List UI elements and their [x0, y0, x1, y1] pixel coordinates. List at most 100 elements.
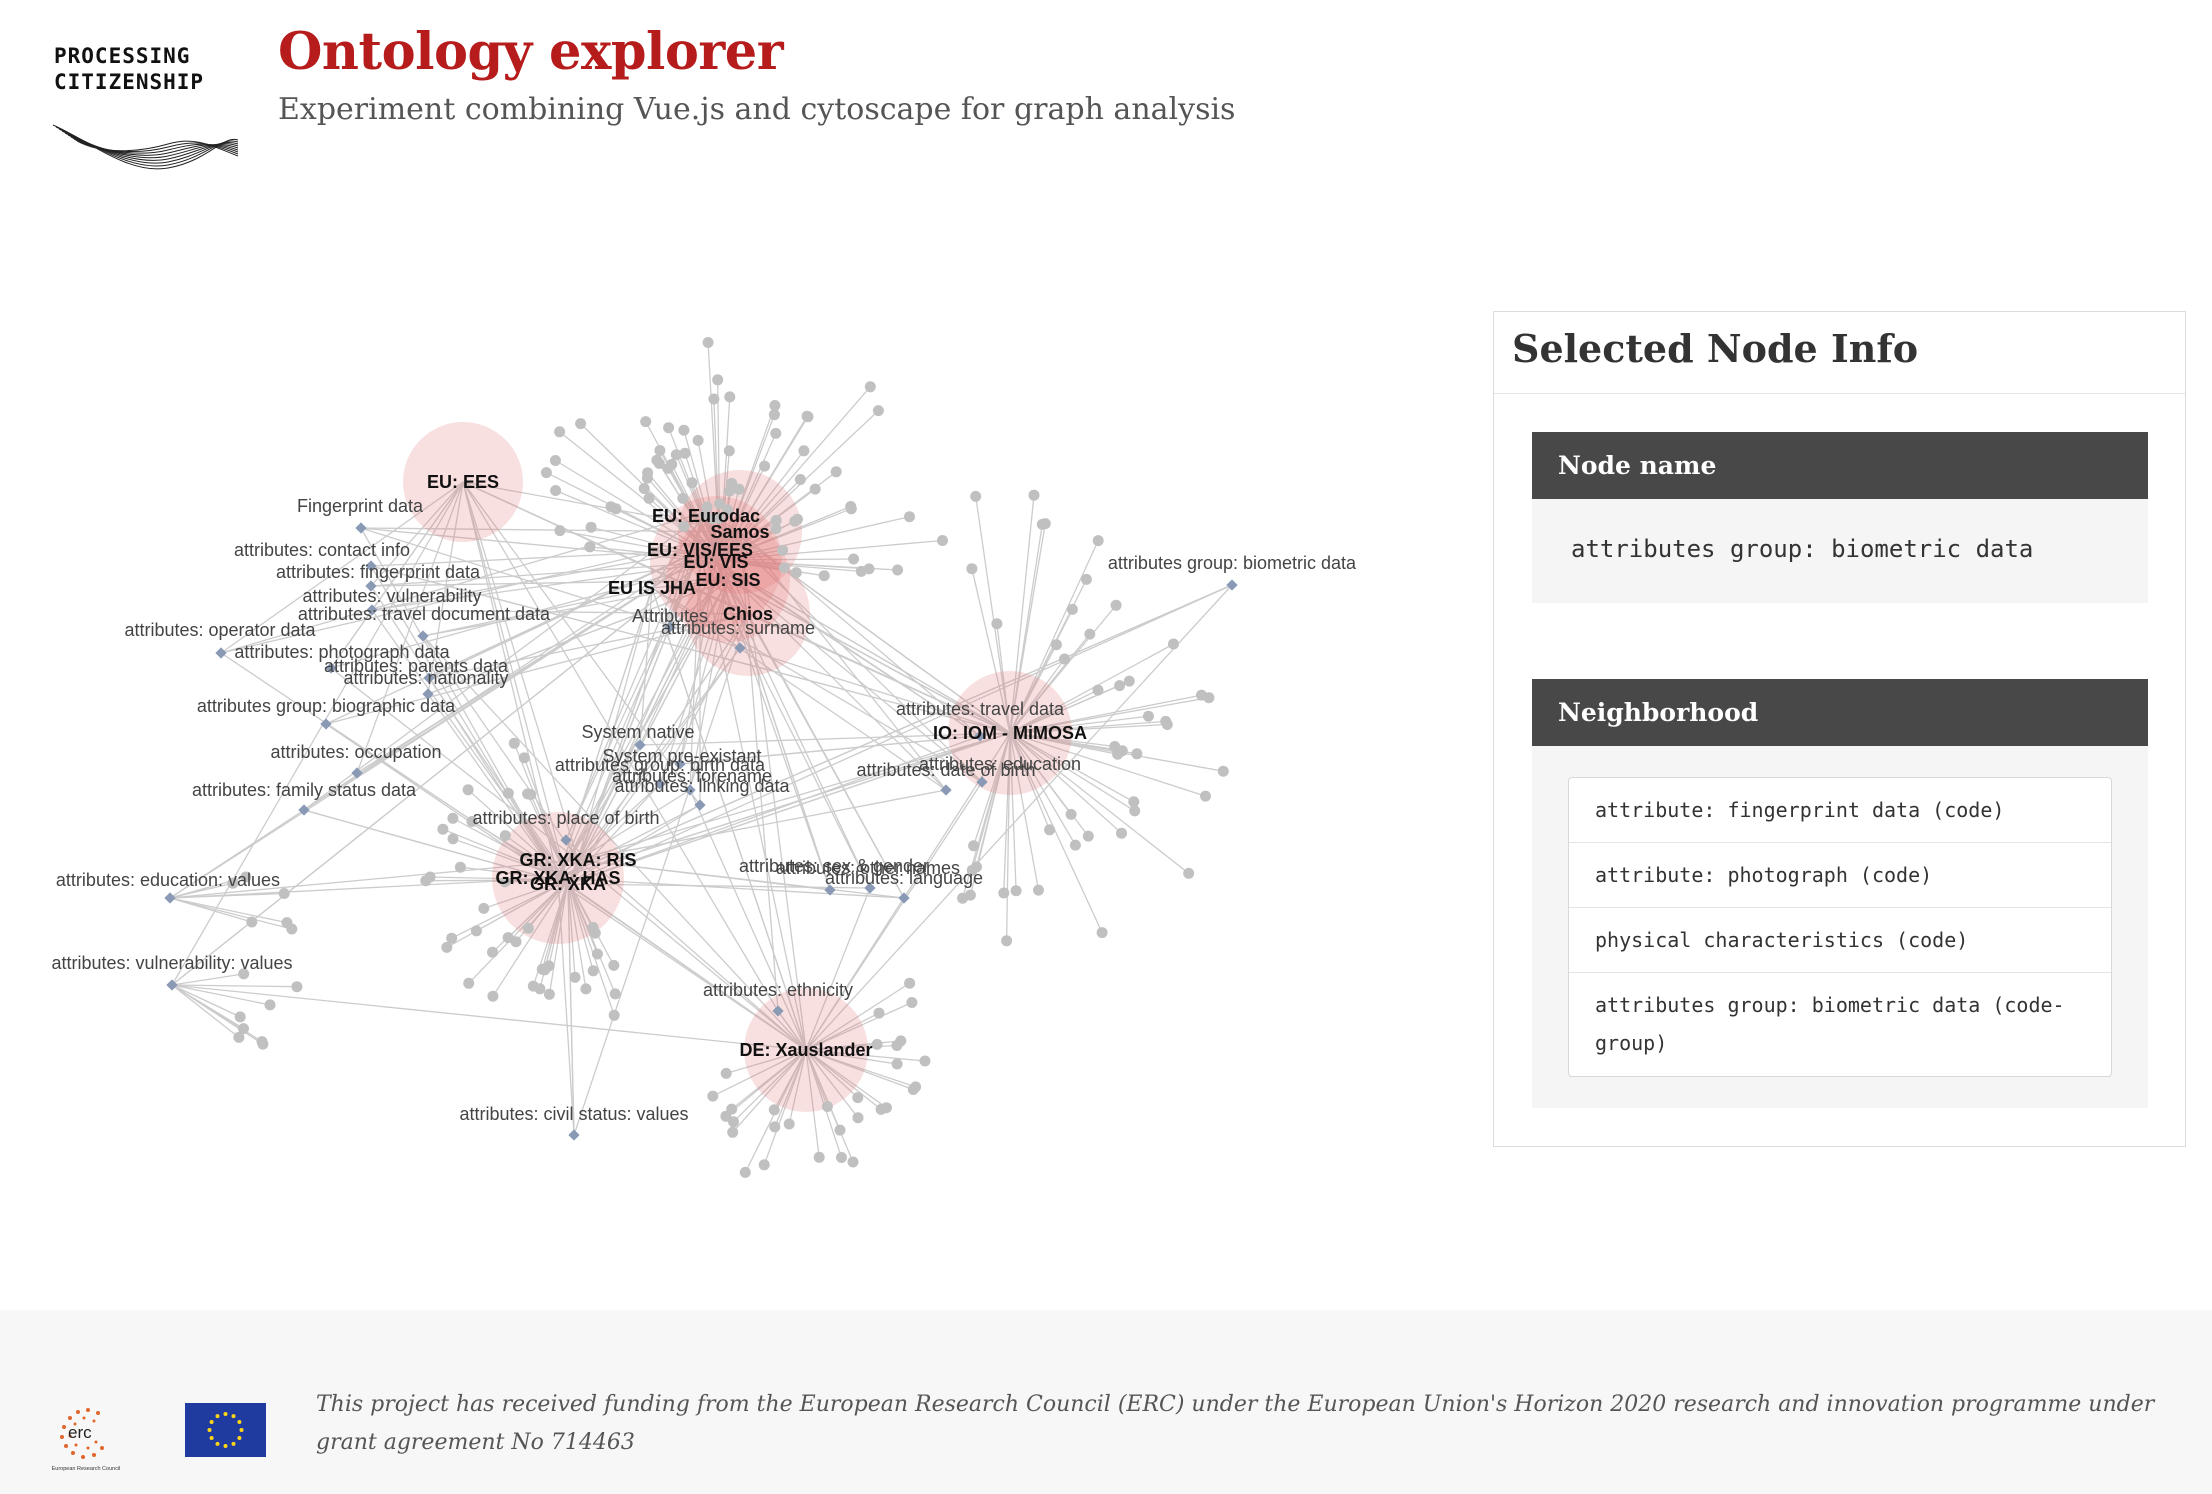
graph-leaf-node[interactable]	[1028, 489, 1040, 501]
graph-leaf-node[interactable]	[670, 449, 682, 461]
graph-leaf-node[interactable]	[769, 400, 781, 411]
graph-leaf-node[interactable]	[1059, 653, 1070, 665]
graph-attribute-node[interactable]	[674, 758, 686, 770]
graph-leaf-node[interactable]	[720, 1067, 732, 1079]
graph-leaf-node[interactable]	[852, 1092, 864, 1104]
graph-hub-label[interactable]: EU: VIS	[683, 552, 748, 572]
graph-attribute-node[interactable]	[560, 834, 572, 846]
graph-leaf-node[interactable]	[699, 509, 711, 521]
graph-attribute-node[interactable]	[684, 784, 696, 796]
graph-attribute-label[interactable]: attributes: civil status: values	[459, 1104, 688, 1124]
graph-leaf-node[interactable]	[441, 941, 453, 953]
graph-attribute-node[interactable]	[423, 672, 435, 684]
graph-leaf-node[interactable]	[872, 405, 884, 417]
graph-leaf-node[interactable]	[723, 445, 735, 457]
graph-attribute-label[interactable]: attributes: forename	[612, 766, 772, 786]
graph-attribute-label[interactable]: attributes: sex & gender	[739, 856, 929, 876]
graph-leaf-node[interactable]	[487, 990, 499, 1002]
graph-leaf-node[interactable]	[437, 823, 449, 835]
graph-attribute-node[interactable]	[1226, 579, 1238, 591]
graph-leaf-node[interactable]	[739, 1166, 751, 1178]
graph-leaf-node[interactable]	[1033, 884, 1044, 896]
graph-attribute-label[interactable]: attributes: parents data	[324, 656, 509, 676]
graph-leaf-node[interactable]	[522, 922, 534, 934]
graph-leaf-node[interactable]	[1114, 680, 1126, 692]
graph-attribute-node[interactable]	[366, 604, 378, 616]
graph-leaf-node[interactable]	[809, 483, 821, 495]
graph-attribute-node[interactable]	[940, 784, 952, 796]
graph-leaf-node[interactable]	[580, 983, 592, 995]
graph-leaf-node[interactable]	[971, 861, 982, 873]
graph-leaf-node[interactable]	[487, 946, 498, 958]
graph-leaf-node[interactable]	[227, 877, 239, 889]
graph-hub-label[interactable]: Samos	[710, 522, 769, 542]
graph-svg[interactable]: Fingerprint data attributes: contact info…	[0, 320, 1460, 1260]
graph-hub-label[interactable]: GR: XKA: RIS	[520, 850, 637, 870]
ontology-graph-canvas[interactable]: Fingerprint data attributes: contact info…	[0, 320, 1460, 1260]
graph-leaf-node[interactable]	[1116, 827, 1127, 839]
graph-leaf-node[interactable]	[937, 535, 948, 546]
graph-hub-label[interactable]: GR: XKA	[530, 874, 606, 894]
graph-attribute-node[interactable]	[325, 662, 337, 674]
graph-leaf-node[interactable]	[1065, 808, 1077, 820]
graph-leaf-node[interactable]	[589, 927, 601, 939]
graph-leaf-node[interactable]	[1036, 518, 1048, 530]
graph-attribute-node[interactable]	[568, 1129, 580, 1141]
graph-leaf-node[interactable]	[727, 1126, 739, 1138]
graph-leaf-node[interactable]	[873, 1007, 885, 1019]
graph-leaf-node[interactable]	[770, 514, 782, 526]
graph-leaf-node[interactable]	[462, 784, 474, 796]
graph-leaf-node[interactable]	[653, 457, 665, 469]
graph-leaf-node[interactable]	[554, 426, 566, 438]
graph-attribute-node[interactable]	[664, 621, 676, 633]
graph-leaf-node[interactable]	[508, 737, 520, 749]
graph-attribute-label[interactable]: attributes group: birth data	[555, 755, 766, 775]
graph-leaf-node[interactable]	[1050, 639, 1062, 651]
graph-leaf-node[interactable]	[549, 455, 561, 466]
graph-leaf-node[interactable]	[733, 483, 745, 495]
graph-leaf-node[interactable]	[907, 1084, 919, 1095]
graph-leaf-node[interactable]	[957, 892, 969, 904]
graph-attribute-node[interactable]	[772, 1005, 784, 1017]
graph-leaf-node[interactable]	[966, 563, 978, 575]
graph-attribute-node[interactable]	[974, 730, 986, 742]
graph-hub-label[interactable]: EU: EES	[427, 472, 499, 492]
graph-leaf-node[interactable]	[256, 1036, 268, 1048]
graph-leaf-node[interactable]	[540, 467, 552, 479]
graph-leaf-node[interactable]	[463, 977, 475, 989]
graph-leaf-node[interactable]	[724, 485, 736, 497]
graph-leaf-node[interactable]	[686, 477, 698, 489]
graph-attribute-label[interactable]: attributes: other names	[776, 858, 960, 878]
graph-leaf-node[interactable]	[1217, 765, 1229, 777]
graph-attribute-label[interactable]: attributes group: biometric data	[1108, 553, 1357, 573]
graph-leaf-node[interactable]	[813, 1151, 825, 1163]
graph-leaf-node[interactable]	[875, 1103, 887, 1115]
graph-leaf-node[interactable]	[847, 1156, 859, 1168]
graph-leaf-node[interactable]	[534, 983, 546, 995]
graph-attribute-label[interactable]: attributes: linking data	[614, 776, 790, 796]
graph-attribute-label[interactable]: attributes: contact info	[234, 540, 410, 560]
graph-leaf-node[interactable]	[895, 1035, 907, 1047]
graph-leaf-node[interactable]	[234, 1011, 246, 1023]
graph-leaf-node[interactable]	[712, 374, 724, 386]
graph-leaf-node[interactable]	[759, 460, 771, 472]
graph-leaf-node[interactable]	[1128, 796, 1140, 808]
graph-attribute-label[interactable]: attributes: family status data	[192, 780, 417, 800]
graph-hub-label[interactable]: EU: Eurodac	[652, 506, 760, 526]
graph-attribute-label[interactable]: Fingerprint data	[297, 496, 424, 516]
graph-leaf-node[interactable]	[478, 902, 490, 914]
graph-attribute-label[interactable]: attributes: education: values	[56, 870, 280, 890]
graph-leaf-node[interactable]	[609, 988, 621, 1000]
graph-leaf-node[interactable]	[968, 840, 980, 852]
graph-hub-label[interactable]: EU: SIS	[695, 570, 760, 590]
neighborhood-item[interactable]: attribute: fingerprint data (code)	[1569, 778, 2111, 843]
graph-leaf-node[interactable]	[792, 513, 803, 525]
graph-leaf-node[interactable]	[790, 567, 802, 579]
graph-leaf-node[interactable]	[1203, 692, 1215, 704]
graph-leaf-node[interactable]	[569, 971, 581, 983]
graph-attribute-node[interactable]	[298, 804, 310, 816]
graph-leaf-node[interactable]	[778, 562, 790, 574]
graph-hub-label[interactable]: GR: XKA: HAS	[496, 868, 621, 888]
graph-leaf-node[interactable]	[724, 391, 736, 403]
graph-leaf-node[interactable]	[642, 467, 654, 479]
